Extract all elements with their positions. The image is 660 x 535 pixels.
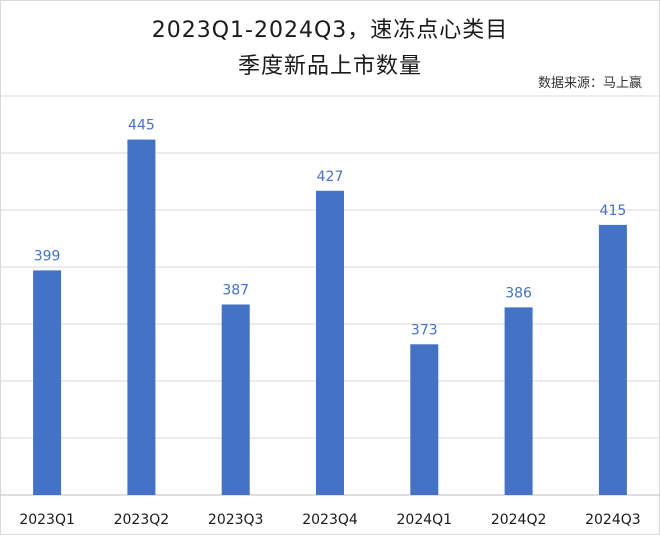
data-label-2024Q3: 415 xyxy=(600,203,627,219)
bar-2023Q4 xyxy=(316,190,344,496)
bar-2024Q1 xyxy=(410,344,439,495)
data-label-2024Q1: 373 xyxy=(411,322,438,338)
data-label-2023Q4: 427 xyxy=(317,169,344,185)
bar-2023Q2 xyxy=(127,139,156,495)
data-label-2024Q2: 386 xyxy=(505,285,532,301)
data-source-note: 数据来源：马上赢 xyxy=(537,76,642,91)
x-tick-label-2024Q2: 2024Q2 xyxy=(491,512,547,528)
bar-2024Q3 xyxy=(598,224,627,495)
bar-2023Q3 xyxy=(221,304,250,495)
x-tick-label-2024Q3: 2024Q3 xyxy=(585,512,641,528)
x-tick-label-2023Q2: 2023Q2 xyxy=(114,512,170,528)
chart-title-line-2: 季度新品上市数量 xyxy=(237,54,422,79)
data-label-2023Q2: 445 xyxy=(128,118,155,134)
data-label-2023Q3: 387 xyxy=(222,283,249,299)
bar-2023Q1 xyxy=(33,270,62,495)
x-tick-label-2023Q4: 2023Q4 xyxy=(302,512,358,528)
x-tick-label-2023Q3: 2023Q3 xyxy=(208,512,264,528)
x-tick-label-2023Q1: 2023Q1 xyxy=(19,512,75,528)
bar-2024Q2 xyxy=(504,307,533,495)
x-tick-label-2024Q1: 2024Q1 xyxy=(397,512,453,528)
data-label-2023Q1: 399 xyxy=(34,248,61,264)
chart-title-line-1: 2023Q1-2024Q3，速冻点心类目 xyxy=(151,18,509,43)
